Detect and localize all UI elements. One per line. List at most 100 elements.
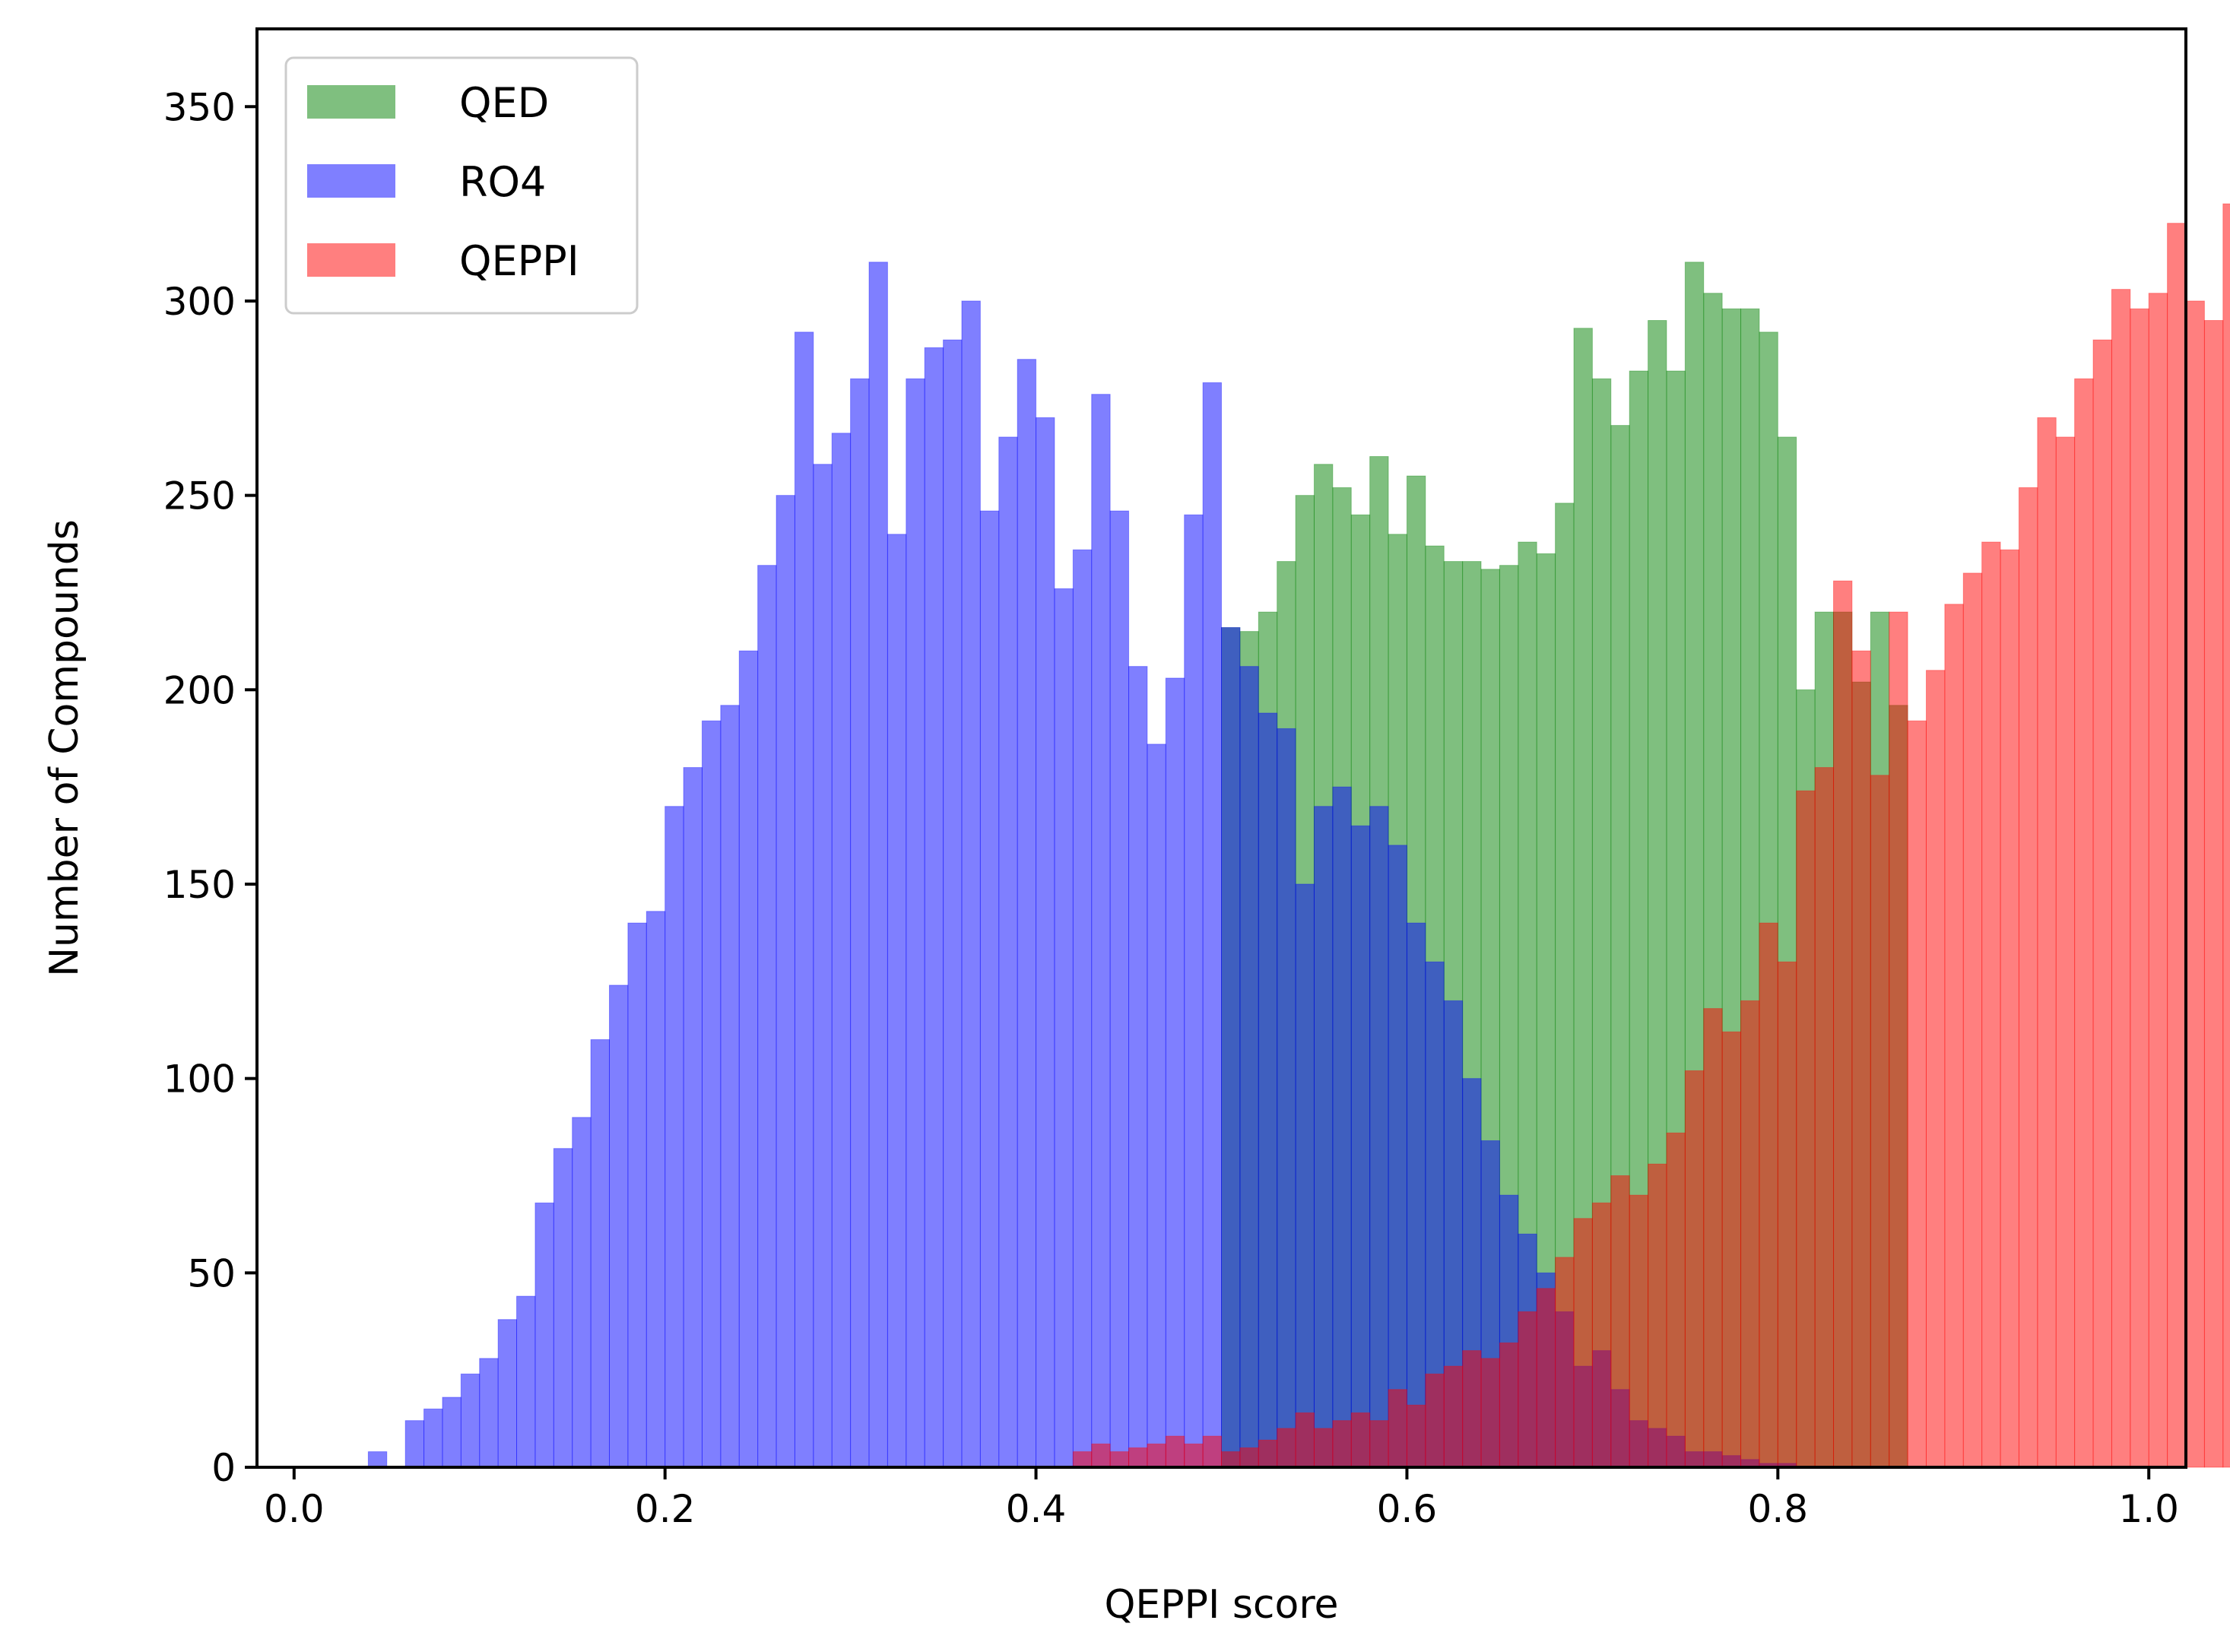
bar-qeppi	[1907, 720, 1927, 1468]
bar-qeppi	[2167, 223, 2187, 1468]
x-tick-label: 0.2	[635, 1487, 696, 1531]
bar-qeppi	[1944, 604, 1964, 1468]
x-tick-label: 0.4	[1006, 1487, 1067, 1531]
bar-ro4	[1054, 588, 1074, 1468]
bar-qeppi	[2055, 436, 2076, 1468]
y-tick-label: 50	[187, 1251, 236, 1295]
bar-qeppi	[1740, 1000, 1760, 1468]
bar-qeppi	[2018, 487, 2038, 1468]
bar-qeppi	[1221, 1451, 1241, 1468]
bar-ro4	[367, 1451, 388, 1468]
bar-ro4	[1165, 677, 1185, 1468]
bar-qeppi	[1091, 1443, 1111, 1468]
bar-qeppi	[1295, 1412, 1315, 1468]
bar-qeppi	[2185, 300, 2205, 1468]
bar-qeppi	[1889, 611, 1908, 1468]
bar-ro4	[1147, 744, 1166, 1468]
bar-ro4	[553, 1148, 573, 1468]
bar-ro4	[1184, 514, 1204, 1468]
bar-qeppi	[1072, 1451, 1093, 1468]
bar-ro4	[1221, 626, 1241, 1468]
bar-qeppi	[1814, 767, 1835, 1468]
bar-qeppi	[1573, 1218, 1593, 1468]
bar-qeppi	[1425, 1373, 1445, 1468]
bar-ro4	[1295, 883, 1315, 1468]
bar-ro4	[1128, 666, 1148, 1468]
x-axis-title: QEPPI score	[1104, 1582, 1338, 1628]
bar-ro4	[442, 1397, 462, 1468]
bar-qeppi	[1796, 790, 1816, 1468]
bar-qeppi	[1480, 1358, 1500, 1468]
bar-qeppi	[2037, 417, 2057, 1468]
bar-ro4	[1072, 549, 1093, 1468]
y-axis: 0 50 100 150 200 250 300 350	[163, 85, 257, 1490]
legend: QED RO4 QEPPI	[284, 56, 639, 315]
y-tick-label: 0	[211, 1446, 236, 1490]
bar-qeppi	[1239, 1447, 1259, 1468]
bar-ro4	[1258, 712, 1278, 1468]
bar-ro4	[1202, 382, 1222, 1468]
bar-qeppi	[1518, 1311, 1537, 1468]
bar-ro4	[776, 495, 795, 1468]
legend-label-ro4: RO4	[459, 158, 546, 206]
bar-ro4	[1277, 728, 1296, 1468]
legend-swatch-qeppi	[307, 243, 395, 277]
bar-qeppi	[1759, 922, 1778, 1468]
bar-qeppi	[1925, 670, 1946, 1468]
series-qeppi	[1072, 203, 2230, 1468]
bar-ro4	[961, 300, 981, 1468]
bar-qeppi	[1443, 1365, 1464, 1468]
bar-ro4	[887, 534, 907, 1468]
bar-qeppi	[1962, 572, 1983, 1468]
bar-qeppi	[1202, 1435, 1222, 1468]
bar-ro4	[868, 262, 888, 1468]
bar-qeppi	[1777, 961, 1797, 1468]
bar-ro4	[627, 922, 647, 1468]
x-tick-label: 0.6	[1377, 1487, 1438, 1531]
bar-qeppi	[2203, 320, 2224, 1468]
bar-ro4	[590, 1039, 610, 1468]
x-tick-label: 1.0	[2118, 1487, 2179, 1531]
bar-ro4	[998, 436, 1018, 1468]
plot-frame	[255, 27, 2187, 1469]
y-tick-label: 200	[163, 668, 236, 712]
bar-qeppi	[2074, 378, 2094, 1468]
bars-layer	[367, 203, 2230, 1468]
y-tick-label: 150	[163, 863, 236, 907]
bar-qeppi	[1109, 1451, 1130, 1468]
bar-ro4	[423, 1408, 443, 1468]
bar-qeppi	[1629, 1194, 1649, 1468]
bar-ro4	[1369, 806, 1389, 1468]
bar-ro4	[1239, 666, 1259, 1468]
y-axis-title: Number of Compounds	[42, 519, 87, 977]
bar-qeppi	[1258, 1439, 1278, 1468]
bar-ro4	[794, 331, 814, 1468]
legend-label-qed: QED	[459, 79, 549, 127]
bar-qeppi	[2000, 549, 2019, 1468]
bar-qeppi	[1462, 1350, 1482, 1468]
bar-ro4	[1313, 806, 1334, 1468]
bar-qeppi	[1313, 1428, 1334, 1468]
bar-qeppi	[1165, 1435, 1185, 1468]
bar-qeppi	[1851, 650, 1871, 1468]
bar-ro4	[1388, 845, 1407, 1468]
bar-ro4	[1017, 359, 1037, 1468]
bar-ro4	[979, 510, 1000, 1468]
bar-qeppi	[1350, 1412, 1371, 1468]
x-tick-label: 0.8	[1748, 1487, 1809, 1531]
bar-ro4	[850, 378, 870, 1468]
legend-swatch-qed	[307, 85, 395, 119]
bar-ro4	[535, 1202, 554, 1468]
bar-qeppi	[1406, 1404, 1426, 1468]
bar-qeppi	[2130, 308, 2149, 1468]
bar-ro4	[460, 1373, 481, 1468]
bar-ro4	[683, 767, 703, 1468]
bar-qeppi	[1703, 1008, 1723, 1468]
bar-qeppi	[1277, 1428, 1296, 1468]
bar-ro4	[813, 464, 833, 1468]
bar-ro4	[608, 985, 629, 1468]
bar-qeppi	[1981, 541, 2001, 1468]
bar-ro4	[665, 806, 684, 1468]
bar-qeppi	[1499, 1342, 1519, 1468]
